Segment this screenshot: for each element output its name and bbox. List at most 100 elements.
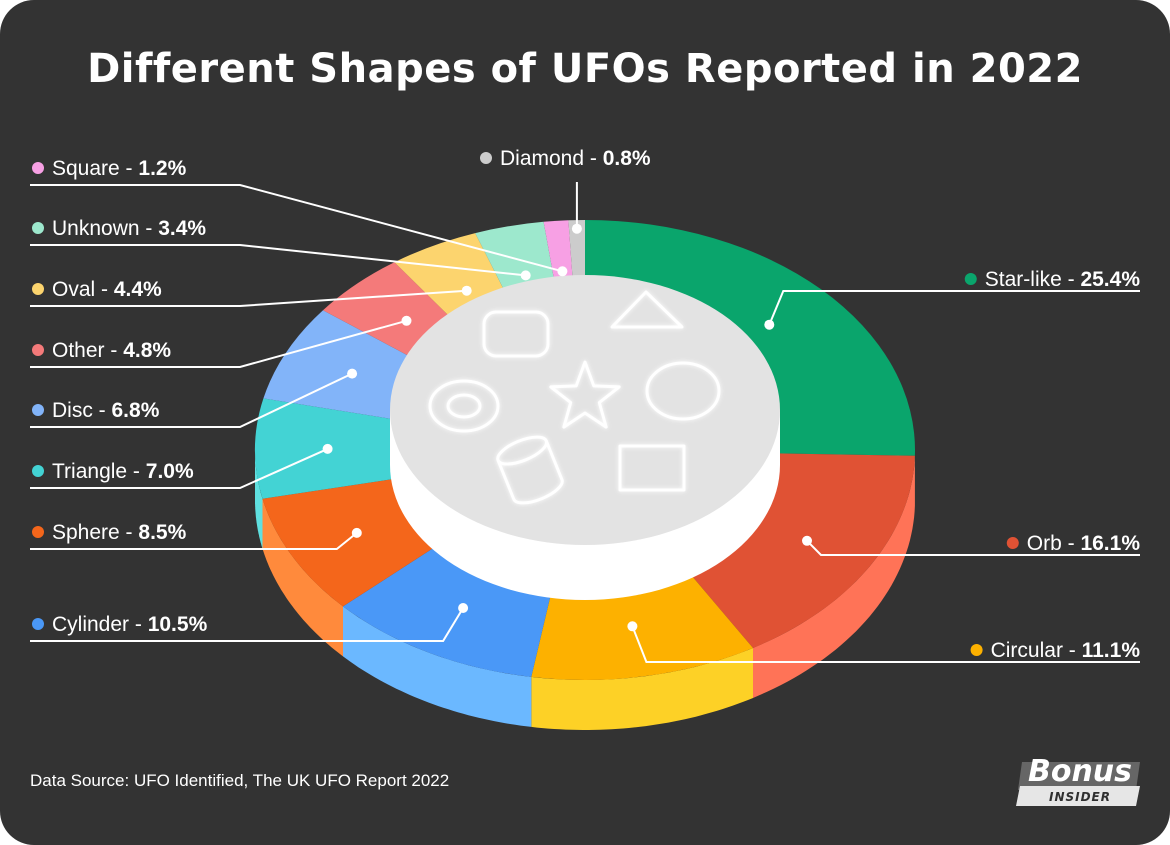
leader-dot-square: [557, 266, 568, 277]
leader-dot-circular: [627, 621, 638, 632]
leader-dot-diamond: [571, 223, 582, 234]
label-name: Unknown -: [52, 217, 158, 240]
label-oval: Oval - 4.4%: [32, 278, 162, 301]
ring-icon: [428, 379, 500, 433]
leader-dot-sphere: [351, 527, 362, 538]
svg-text:Square - 1.2%: Square - 1.2%: [52, 157, 187, 180]
slice-side-cylinder: [343, 606, 532, 727]
leader-dot-unknown: [520, 270, 531, 281]
leader-line-oval: [30, 289, 467, 307]
label-name: Cylinder -: [52, 613, 148, 636]
svg-text:Triangle - 7.0%: Triangle - 7.0%: [52, 460, 194, 483]
label-value: 3.4%: [158, 217, 206, 240]
label-star-like: Star-like - 25.4%: [964, 268, 1141, 291]
legend-swatch-other: [32, 344, 44, 356]
slice-side-circular: [531, 648, 753, 730]
leader-lines: [30, 182, 1140, 663]
label-value: 4.8%: [123, 339, 171, 362]
leader-line-cylinder: [30, 607, 464, 642]
label-value: 6.8%: [112, 399, 160, 422]
slice-side-orb: [753, 455, 915, 698]
leader-dot-star-like: [764, 319, 775, 330]
triangle-icon: [610, 290, 684, 329]
svg-text:Disc - 6.8%: Disc - 6.8%: [52, 399, 160, 422]
legend-swatch-disc: [32, 404, 44, 416]
legend-swatch-oval: [32, 283, 44, 295]
label-sphere: Sphere - 8.5%: [32, 521, 187, 544]
leader-dot-orb: [802, 535, 812, 546]
label-name: Triangle -: [52, 460, 146, 483]
leader-dot-disc: [347, 368, 358, 379]
leader-line-unknown: [30, 244, 526, 277]
label-name: Diamond -: [500, 147, 603, 170]
label-other: Other - 4.8%: [32, 339, 171, 362]
square-icon: [618, 444, 686, 492]
label-name: Square -: [52, 157, 138, 180]
leader-line-disc: [30, 372, 353, 428]
label-name: Orb -: [1027, 532, 1081, 555]
label-name: Sphere -: [52, 521, 138, 544]
label-square: Square - 1.2%: [32, 157, 187, 180]
label-value: 8.5%: [138, 521, 186, 544]
leader-line-circular: [631, 625, 1140, 663]
label-name: Circular -: [991, 639, 1082, 662]
logo-backdrop: [1018, 762, 1140, 790]
label-disc: Disc - 6.8%: [32, 399, 160, 422]
label-name: Disc -: [52, 399, 112, 422]
label-name: Star-like -: [985, 268, 1081, 291]
svg-text:Sphere - 8.5%: Sphere - 8.5%: [52, 521, 187, 544]
data-source: Data Source: UFO Identified, The UK UFO …: [30, 771, 449, 790]
label-value: 0.8%: [603, 147, 651, 170]
label-cylinder: Cylinder - 10.5%: [32, 613, 208, 636]
label-name: Other -: [52, 339, 123, 362]
brand-name: Bonus: [1028, 754, 1132, 789]
legend-swatch-star-like: [964, 273, 977, 285]
label-value: 7.0%: [146, 460, 194, 483]
leader-dot-triangle: [322, 443, 333, 454]
label-orb: Orb - 16.1%: [1006, 532, 1140, 555]
label-value: 1.2%: [138, 157, 186, 180]
leader-line-other: [30, 319, 407, 368]
svg-text:Star-like - 25.4%: Star-like - 25.4%: [985, 268, 1141, 291]
label-value: 16.1%: [1080, 532, 1140, 555]
brand-logo: Bonus INSIDER: [1016, 754, 1140, 806]
label-circular: Circular - 11.1%: [970, 639, 1141, 662]
slice-side-sphere: [262, 498, 343, 657]
leader-line-orb: [806, 540, 1140, 556]
label-value: 25.4%: [1080, 268, 1140, 291]
legend-swatch-cylinder: [32, 618, 44, 630]
svg-text:Circular - 11.1%: Circular - 11.1%: [991, 639, 1141, 662]
logo-banner: [1016, 786, 1140, 806]
leader-line-sphere: [30, 532, 358, 550]
legend-swatch-unknown: [32, 222, 44, 234]
center-hub: [390, 275, 780, 600]
svg-text:Oval - 4.4%: Oval - 4.4%: [52, 278, 162, 301]
leader-line-star-like: [768, 290, 1140, 326]
svg-text:Other - 4.8%: Other - 4.8%: [52, 339, 171, 362]
label-unknown: Unknown - 3.4%: [32, 217, 206, 240]
label-name: Oval -: [52, 278, 114, 301]
label-diamond: Diamond - 0.8%: [480, 147, 651, 170]
brand-sub: INSIDER: [1049, 790, 1111, 804]
chart-title: Different Shapes of UFOs Reported in 202…: [87, 46, 1083, 92]
leader-line-triangle: [30, 447, 329, 489]
legend-swatch-orb: [1006, 537, 1019, 549]
leader-line-square: [30, 184, 563, 273]
leader-dot-other: [401, 315, 412, 326]
legend-swatch-square: [32, 162, 44, 174]
circle-icon: [645, 361, 721, 421]
legend-swatch-circular: [970, 644, 983, 656]
rounded-square-icon: [482, 310, 550, 358]
slice-labels: Star-like - 25.4% Orb - 16.1% Circular - 1…: [32, 147, 1140, 662]
pie-sides: [255, 450, 915, 730]
leader-dot-cylinder: [458, 603, 469, 613]
svg-text:Unknown - 3.4%: Unknown - 3.4%: [52, 217, 206, 240]
svg-text:Cylinder - 10.5%: Cylinder - 10.5%: [52, 613, 208, 636]
label-value: 11.1%: [1082, 639, 1141, 662]
label-value: 10.5%: [148, 613, 208, 636]
star-icon: [549, 360, 621, 429]
svg-text:Diamond - 0.8%: Diamond - 0.8%: [500, 147, 651, 170]
legend-swatch-sphere: [32, 526, 44, 538]
